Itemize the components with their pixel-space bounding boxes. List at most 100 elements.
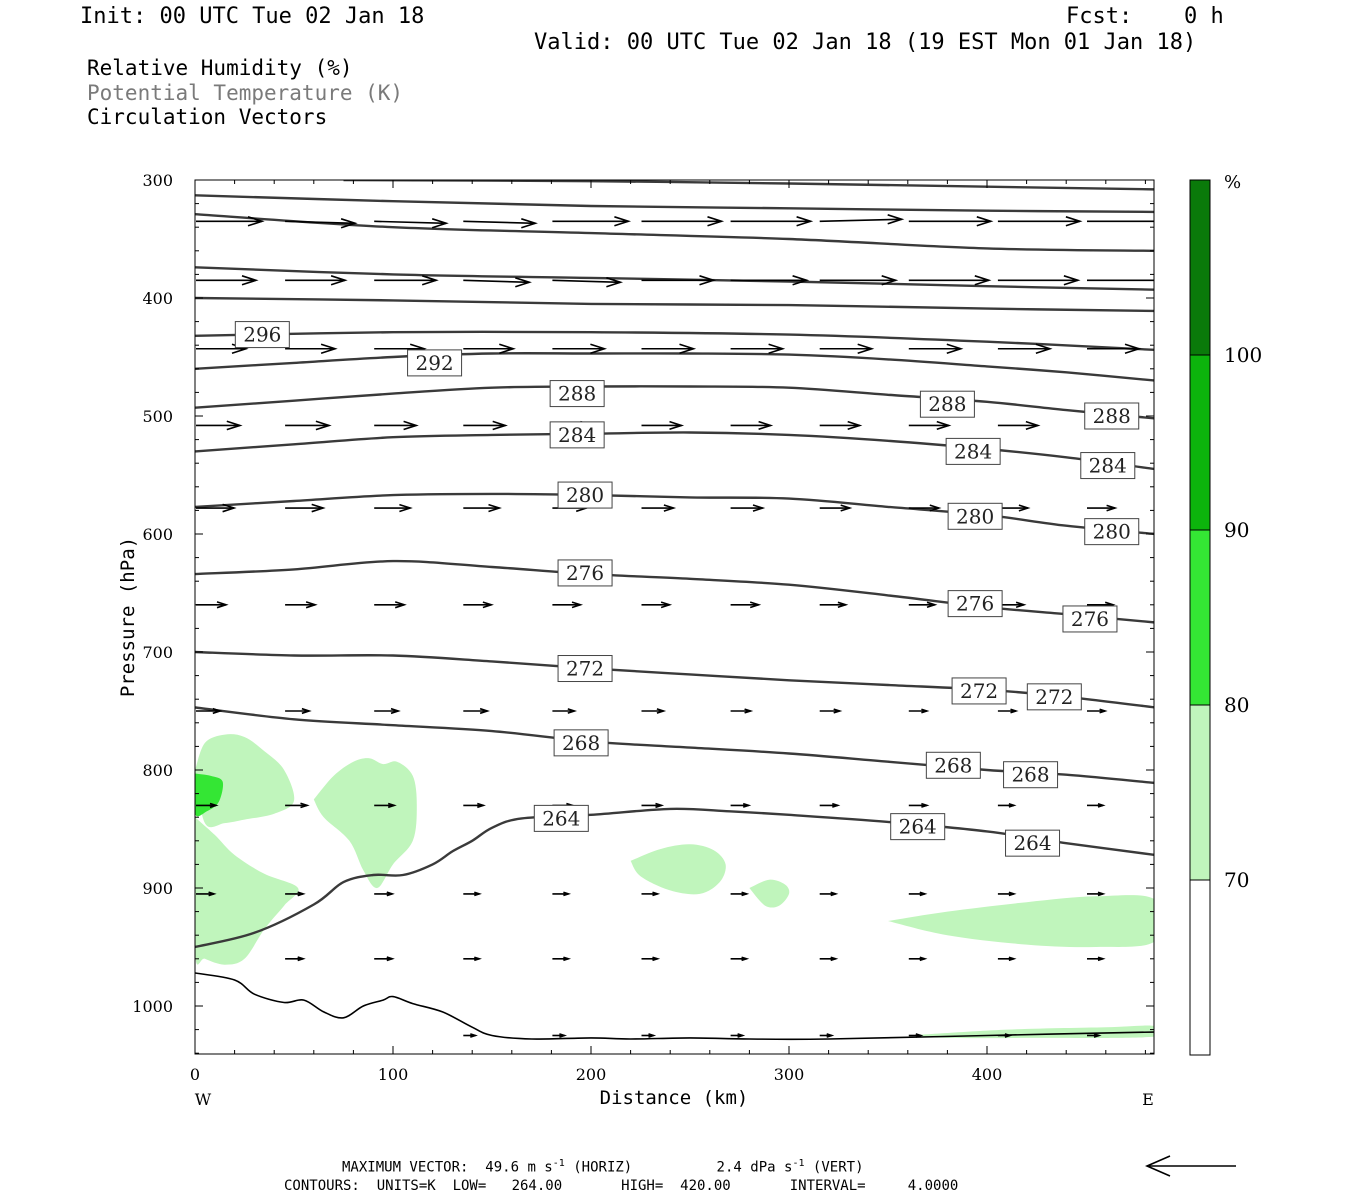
colorbar-label: 70 — [1224, 868, 1249, 892]
circulation-vector — [285, 275, 348, 286]
circulation-vector — [908, 1033, 924, 1038]
theta-contour — [195, 266, 1154, 291]
circulation-vector — [819, 504, 853, 512]
contour-label: 288 — [919, 390, 975, 418]
circulation-vector — [285, 891, 306, 897]
y-tick-label: 300 — [142, 171, 173, 190]
y-tick-label: 800 — [142, 761, 173, 780]
contour-label: 292 — [407, 349, 463, 377]
svg-text:288: 288 — [558, 382, 596, 406]
reference-vector-arrow — [1144, 1155, 1236, 1177]
colorbar-unit: % — [1224, 172, 1241, 193]
contour-label: 280 — [1084, 518, 1140, 546]
colorbar-label: 90 — [1224, 518, 1249, 542]
circulation-vector — [285, 802, 310, 809]
circulation-vector — [997, 343, 1053, 354]
circulation-vector — [463, 601, 494, 609]
theta-contour — [195, 330, 1154, 352]
svg-text:276: 276 — [956, 592, 994, 616]
plot-frame — [194, 179, 1155, 1055]
circulation-vector — [819, 891, 839, 897]
max-vector-label: MAXIMUM VECTOR: — [342, 1159, 469, 1176]
theta-contour — [195, 194, 1154, 214]
circulation-vector — [1087, 891, 1106, 897]
circulation-vector — [997, 216, 1083, 227]
theta-contour — [195, 559, 1154, 624]
circulation-vector — [997, 956, 1017, 962]
axes: 300 400 500 600 700 800 900 1000 0 100 200 300 400 Di… — [117, 171, 1154, 1109]
circulation-vector — [285, 218, 358, 229]
circulation-vector — [552, 956, 572, 962]
circulation-vector — [463, 503, 502, 513]
svg-text:268: 268 — [934, 753, 972, 777]
x-tick-label: 200 — [576, 1065, 607, 1084]
contour-label: 272 — [951, 677, 1007, 705]
horiz-value: 49.6 — [485, 1159, 520, 1176]
svg-text:268: 268 — [1011, 763, 1049, 787]
y-tick-label: 900 — [142, 879, 173, 898]
rh-region — [749, 879, 790, 908]
contour-label: 264 — [533, 804, 589, 832]
circulation-vector — [730, 891, 750, 897]
circulation-vector — [730, 504, 766, 512]
circulation-vector — [374, 601, 407, 609]
contour-label: 288 — [1084, 402, 1140, 430]
circulation-vector — [463, 1033, 478, 1038]
circulation-vector — [374, 503, 413, 513]
circulation-vector — [641, 802, 665, 809]
contour-label: 276 — [1062, 605, 1118, 633]
svg-text:288: 288 — [928, 392, 966, 416]
circulation-vector — [463, 802, 486, 809]
circulation-vector — [196, 601, 229, 609]
contour-label: 288 — [549, 380, 605, 408]
legend-line: Relative Humidity (%) — [87, 56, 353, 80]
circulation-vector — [730, 1033, 746, 1038]
colorbar-label: 80 — [1224, 693, 1249, 717]
svg-text:280: 280 — [566, 483, 604, 507]
circulation-vector — [908, 504, 942, 512]
circulation-vector — [1087, 504, 1118, 512]
y-tick-label: 500 — [142, 407, 173, 426]
horiz-tag: (HORIZ) — [573, 1159, 633, 1176]
circulation-vector — [463, 420, 508, 431]
svg-text:272: 272 — [1035, 685, 1073, 709]
svg-text:264: 264 — [542, 806, 580, 830]
circulation-vector — [463, 891, 482, 897]
circulation-vector — [908, 216, 994, 227]
circulation-vector — [1087, 220, 1154, 223]
contour-label: 284 — [549, 421, 605, 449]
vert-exp: -1 — [792, 1158, 805, 1169]
circulation-vector — [1087, 1033, 1102, 1038]
circulation-vector — [730, 275, 810, 286]
y-tick-label: 400 — [142, 289, 173, 308]
colorbar-swatch — [1189, 354, 1211, 531]
theta-contour — [195, 650, 1154, 709]
circulation-vectors — [196, 214, 1154, 1038]
theta-contour — [195, 213, 1154, 252]
circulation-vector — [730, 216, 814, 227]
west-label: W — [195, 1090, 212, 1109]
valid-time: Valid: 00 UTC Tue 02 Jan 18 (19 EST Mon … — [534, 30, 1197, 55]
svg-text:288: 288 — [1093, 404, 1131, 428]
colorbar-swatch — [1189, 529, 1211, 706]
colorbar-swatch — [1189, 179, 1211, 356]
circulation-vector — [285, 420, 332, 431]
rh-region — [195, 734, 295, 828]
circulation-vector — [374, 891, 395, 897]
svg-text:284: 284 — [954, 439, 992, 463]
circulation-vector — [196, 802, 219, 809]
circulation-vector — [908, 708, 930, 714]
x-tick-label: 400 — [972, 1065, 1003, 1084]
circulation-vector — [196, 891, 217, 897]
x-tick-label: 100 — [378, 1065, 409, 1084]
svg-text:284: 284 — [558, 423, 596, 447]
circulation-vector — [196, 707, 223, 715]
circulation-vector — [196, 420, 243, 431]
circulation-vector — [641, 275, 717, 286]
circulation-vector — [552, 277, 624, 288]
svg-text:296: 296 — [243, 323, 281, 347]
circulation-vector — [908, 891, 928, 897]
circulation-vector — [1087, 708, 1108, 714]
circulation-vector — [463, 218, 538, 229]
circulation-vector — [997, 504, 1031, 512]
